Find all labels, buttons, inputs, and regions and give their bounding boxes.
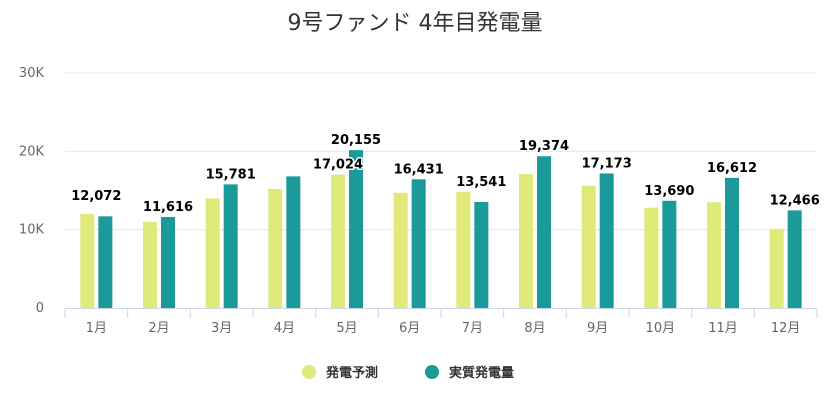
y-tick-label: 30K [19, 66, 45, 81]
x-tick-label: 4月 [274, 321, 295, 336]
data-label: 17,024 [313, 158, 363, 173]
x-tick-label: 10月 [646, 321, 676, 336]
data-label: 16,431 [394, 162, 444, 177]
x-tick-label: 12月 [771, 321, 801, 336]
bar-actual [98, 216, 113, 308]
bar-forecast [268, 188, 283, 308]
data-label: 20,155 [331, 133, 381, 148]
y-tick-label: 0 [36, 301, 44, 316]
legend-item-label[interactable]: 実質発電量 [449, 365, 514, 381]
data-label: 16,612 [707, 161, 757, 176]
data-label: 17,173 [582, 156, 632, 171]
data-label: 15,781 [206, 167, 256, 182]
bar-forecast [393, 192, 408, 308]
bar-forecast [205, 198, 220, 308]
x-tick-label: 6月 [399, 321, 420, 336]
bar-actual [662, 200, 677, 308]
bar-forecast [456, 192, 471, 308]
bar-forecast [581, 185, 596, 308]
bar-actual [537, 156, 551, 308]
x-tick-label: 8月 [524, 321, 545, 336]
bar-forecast [331, 174, 345, 308]
legend-marker [302, 365, 316, 379]
bar-actual [286, 176, 301, 308]
bar-actual [599, 173, 614, 308]
bar-forecast [769, 228, 784, 308]
bar-actual [411, 179, 426, 308]
legend: 発電予測 実質発電量 [302, 365, 514, 381]
x-tick-label: 3月 [211, 321, 232, 336]
bar-actual [725, 177, 739, 308]
x-tick-label: 2月 [148, 321, 169, 336]
legend-item-label[interactable]: 発電予測 [325, 365, 378, 381]
x-tick-label: 9月 [587, 321, 608, 336]
bar-actual [787, 210, 802, 308]
bar-forecast [644, 207, 659, 308]
data-label: 13,541 [456, 175, 506, 190]
x-tick-label: 5月 [336, 321, 357, 336]
bar-actual [223, 184, 238, 308]
x-tick-label: 7月 [462, 321, 483, 336]
data-label: 12,072 [71, 189, 121, 204]
y-axis-ticks: 0 10K 20K 30K [19, 66, 45, 316]
y-tick-label: 10K [19, 223, 45, 238]
data-label: 11,616 [143, 200, 193, 215]
gridlines [65, 72, 817, 231]
x-tick-label: 11月 [708, 321, 738, 336]
chart-title: 9号ファンド 4年目発電量 [288, 11, 543, 36]
data-labels: 12,072 11,616 15,781 17,024 20,155 16,431 13,5… [70, 132, 822, 217]
bar-actual [349, 150, 363, 308]
bar-forecast [519, 174, 533, 308]
data-label: 19,374 [519, 139, 569, 154]
bar-forecast [707, 202, 721, 308]
bar-actual [161, 217, 175, 308]
y-tick-label: 20K [19, 144, 45, 159]
bar-forecast [143, 221, 157, 308]
x-tick-label: 1月 [86, 321, 107, 336]
bars [80, 150, 802, 308]
bar-forecast [80, 214, 95, 308]
data-label: 12,466 [770, 193, 820, 208]
x-axis: 1月 2月 3月 4月 5月 6月 7月 8月 9月 10月 11月 12月 [64, 308, 818, 336]
data-label: 13,690 [644, 184, 694, 199]
legend-marker [425, 365, 439, 379]
bar-actual [474, 201, 489, 308]
